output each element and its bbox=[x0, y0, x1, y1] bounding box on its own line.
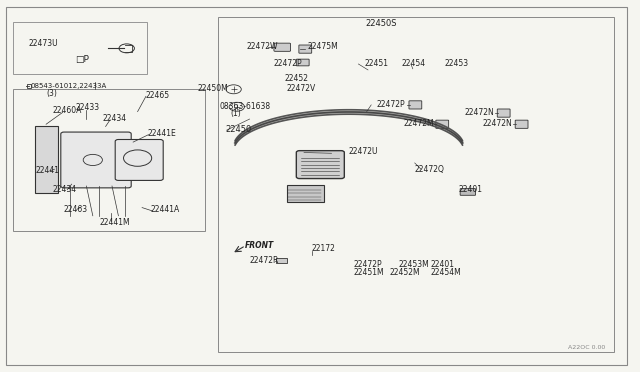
Text: 22453M: 22453M bbox=[398, 260, 429, 269]
Text: 22441A: 22441A bbox=[150, 205, 180, 214]
Text: 22441: 22441 bbox=[35, 166, 60, 175]
Text: 22472V: 22472V bbox=[287, 84, 316, 93]
Text: 22472R: 22472R bbox=[250, 256, 279, 265]
Text: 22450M: 22450M bbox=[197, 84, 228, 93]
Text: 22401: 22401 bbox=[430, 260, 454, 269]
Text: 22472P: 22472P bbox=[353, 260, 382, 269]
Text: 22172: 22172 bbox=[312, 244, 335, 253]
Text: 22453: 22453 bbox=[445, 59, 469, 68]
Text: 22472M: 22472M bbox=[403, 119, 434, 128]
Text: 22451: 22451 bbox=[365, 59, 388, 68]
FancyBboxPatch shape bbox=[296, 59, 309, 66]
FancyBboxPatch shape bbox=[296, 151, 344, 179]
Text: 22452M: 22452M bbox=[390, 268, 420, 277]
Text: 08543-61012,22433A: 08543-61012,22433A bbox=[31, 83, 107, 89]
FancyBboxPatch shape bbox=[299, 45, 312, 53]
Text: 22450S: 22450S bbox=[365, 19, 397, 28]
FancyBboxPatch shape bbox=[287, 185, 324, 202]
Text: 22472W: 22472W bbox=[246, 42, 278, 51]
Text: 22433: 22433 bbox=[76, 103, 100, 112]
Text: 22472P: 22472P bbox=[274, 59, 303, 68]
FancyBboxPatch shape bbox=[35, 126, 58, 193]
FancyBboxPatch shape bbox=[409, 101, 422, 109]
Text: 22441E: 22441E bbox=[147, 129, 176, 138]
Text: 22472P: 22472P bbox=[376, 100, 405, 109]
FancyBboxPatch shape bbox=[276, 258, 287, 263]
Text: 22452: 22452 bbox=[285, 74, 309, 83]
Text: 22450: 22450 bbox=[225, 125, 252, 134]
FancyBboxPatch shape bbox=[61, 132, 131, 188]
FancyBboxPatch shape bbox=[460, 189, 476, 195]
FancyBboxPatch shape bbox=[497, 109, 510, 117]
Text: 22454: 22454 bbox=[402, 59, 426, 68]
Text: 22473U: 22473U bbox=[29, 39, 58, 48]
FancyBboxPatch shape bbox=[515, 120, 528, 128]
Text: 22434: 22434 bbox=[102, 114, 127, 123]
Text: A22OC 0.00: A22OC 0.00 bbox=[568, 345, 605, 350]
Text: 22451M: 22451M bbox=[353, 268, 384, 277]
Text: 22460A: 22460A bbox=[52, 106, 82, 115]
Text: (3): (3) bbox=[46, 89, 57, 97]
Text: (1): (1) bbox=[230, 109, 241, 118]
Text: 22401: 22401 bbox=[458, 185, 483, 194]
FancyBboxPatch shape bbox=[274, 43, 291, 51]
Text: 22475M: 22475M bbox=[307, 42, 338, 51]
FancyBboxPatch shape bbox=[115, 140, 163, 180]
Text: □P: □P bbox=[76, 55, 90, 64]
Text: 22465: 22465 bbox=[146, 92, 170, 100]
Text: 22472Q: 22472Q bbox=[415, 165, 445, 174]
Text: FRONT: FRONT bbox=[244, 241, 274, 250]
Text: 22454M: 22454M bbox=[430, 268, 461, 277]
Text: 22472N: 22472N bbox=[483, 119, 512, 128]
FancyBboxPatch shape bbox=[436, 120, 449, 128]
Text: 22472N: 22472N bbox=[465, 108, 494, 117]
Text: 22463: 22463 bbox=[64, 205, 88, 214]
Text: 08363-61638: 08363-61638 bbox=[220, 102, 271, 110]
Text: 22472U: 22472U bbox=[349, 147, 378, 156]
Text: 22441M: 22441M bbox=[99, 218, 130, 227]
Text: 22434: 22434 bbox=[52, 185, 77, 194]
